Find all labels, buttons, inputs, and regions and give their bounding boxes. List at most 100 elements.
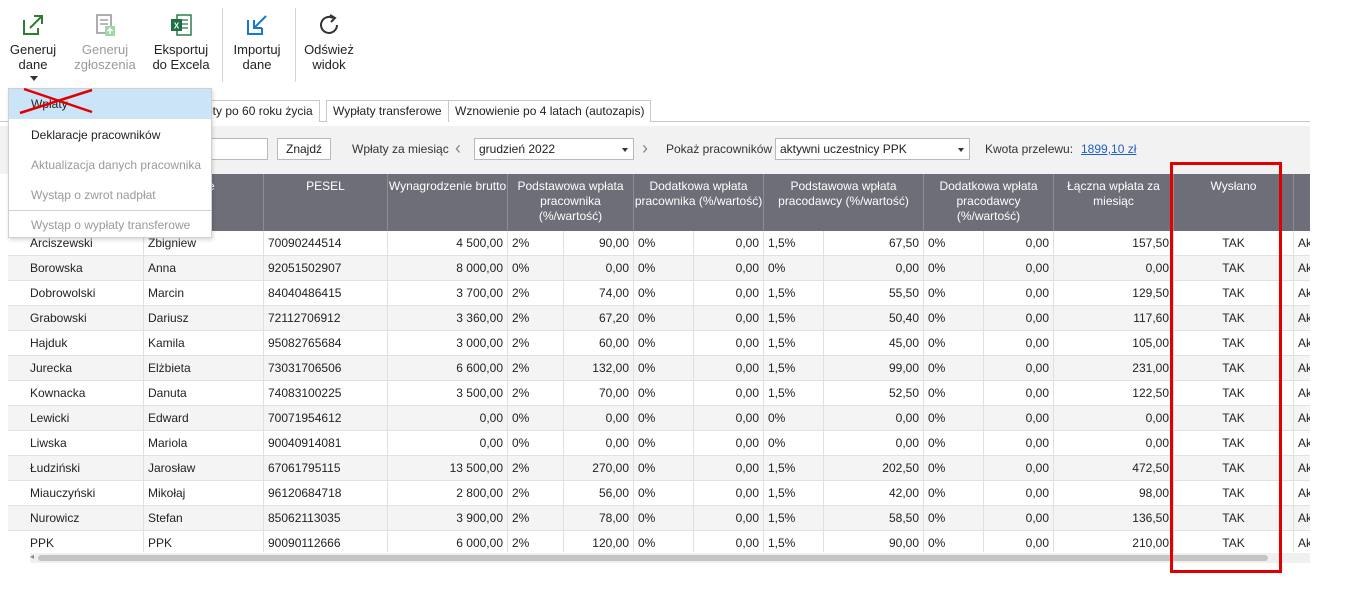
- cell-name: PPK: [144, 531, 264, 552]
- cell-dpd-val: 0,00: [984, 231, 1054, 256]
- cell-pesel: 67061795115: [264, 456, 388, 481]
- generate-data-button[interactable]: Generuj dane: [6, 12, 60, 72]
- cell-dp-pct: 0%: [634, 281, 694, 306]
- cell-pp-val: 78,00: [564, 506, 634, 531]
- chevron-down-icon[interactable]: [30, 76, 38, 81]
- table-row[interactable]: Arciszewski Zbigniew 70090244514 4 500,00 2%…: [8, 231, 1310, 256]
- cell-pesel: 92051502907: [264, 256, 388, 281]
- cell-dpd-pct: 0%: [924, 231, 984, 256]
- header-extra[interactable]: [1294, 174, 1310, 231]
- table-row[interactable]: Jurecka Elżbieta 73031706506 6 600,00 2% 132,…: [8, 356, 1310, 381]
- cell-dpd-pct: 0%: [924, 431, 984, 456]
- employees-select[interactable]: aktywni uczestnicy PPK: [775, 138, 970, 160]
- cell-pp-val: 0,00: [564, 406, 634, 431]
- cell-dpd-pct: 0%: [924, 481, 984, 506]
- cell-surname: Łudziński: [8, 456, 144, 481]
- menu-item-aktualizacja[interactable]: Aktualizacja danych pracownika: [9, 150, 211, 180]
- cell-brutto: 6 000,00: [388, 531, 508, 552]
- cell-dp-pct: 0%: [634, 356, 694, 381]
- header-monthly-total[interactable]: Łączna wpłata za miesiąc: [1054, 174, 1174, 231]
- filter-bar: Znajdź Wpłaty za miesiąc ‹ grudzień 2022…: [0, 126, 1310, 174]
- export-excel-button[interactable]: X Eksportuj do Excela: [148, 12, 214, 72]
- menu-item-wyplaty-transferowe[interactable]: Wystąp o wypłaty transferowe: [9, 210, 211, 240]
- cell-ppd-val: 0,00: [824, 406, 924, 431]
- cell-pesel: 85062113035: [264, 506, 388, 531]
- tab-zwroty-60[interactable]: roty po 60 roku życia: [196, 100, 320, 122]
- transfer-amount-link[interactable]: 1899,10 zł: [1081, 142, 1137, 156]
- header-pesel[interactable]: PESEL: [264, 174, 388, 231]
- cell-ppd-pct: 1,5%: [764, 281, 824, 306]
- menu-item-label: Wystąp o wypłaty transferowe: [31, 218, 191, 232]
- header-sent[interactable]: Wysłano: [1174, 174, 1294, 231]
- cell-pp-pct: 2%: [508, 381, 564, 406]
- cell-pp-val: 120,00: [564, 531, 634, 552]
- generate-data-label-2: dane: [18, 57, 48, 72]
- cell-brutto: 6 600,00: [388, 356, 508, 381]
- header-employee-basic[interactable]: Podstawowa wpłata pracownika (%/wartość): [508, 174, 634, 231]
- header-gross-salary[interactable]: Wynagrodzenie brutto: [388, 174, 508, 231]
- cell-dpd-val: 0,00: [984, 456, 1054, 481]
- cell-ppd-pct: 1,5%: [764, 306, 824, 331]
- table-row[interactable]: Borowska Anna 92051502907 8 000,00 0% 0,00 0% 0…: [8, 256, 1310, 281]
- table-row[interactable]: Grabowski Dariusz 72112706912 3 360,00 2% 67,…: [8, 306, 1310, 331]
- menu-separator: [9, 210, 211, 211]
- cell-sent: TAK: [1174, 381, 1294, 406]
- cell-pesel: 95082765684: [264, 331, 388, 356]
- import-data-label-1: Importuj: [233, 42, 281, 57]
- month-select[interactable]: grudzień 2022: [474, 138, 634, 160]
- search-button[interactable]: Znajdź: [277, 138, 331, 160]
- table-row[interactable]: Dobrowolski Marcin 84040486415 3 700,00 2% 74…: [8, 281, 1310, 306]
- month-label: Wpłaty za miesiąc: [352, 142, 449, 156]
- import-data-button[interactable]: Importuj dane: [228, 12, 286, 72]
- cell-pesel: 90090112666: [264, 531, 388, 552]
- cell-total: 98,00: [1054, 481, 1174, 506]
- cell-ppd-pct: 1,5%: [764, 506, 824, 531]
- table-row[interactable]: PPK PPK 90090112666 6 000,00 2% 120,00 0% 0,00 1…: [8, 531, 1310, 552]
- menu-item-deklaracje[interactable]: Deklaracje pracowników: [9, 120, 211, 150]
- cell-dpd-pct: 0%: [924, 506, 984, 531]
- refresh-view-button[interactable]: Odśwież widok: [300, 12, 358, 72]
- table-row[interactable]: Liwska Mariola 90040914081 0,00 0% 0,00 0% 0,00…: [8, 431, 1310, 456]
- table-row[interactable]: Nurowicz Stefan 85062113035 3 900,00 2% 78,00…: [8, 506, 1310, 531]
- cell-dpd-val: 0,00: [984, 356, 1054, 381]
- cell-surname: Borowska: [8, 256, 144, 281]
- cell-pesel: 73031706506: [264, 356, 388, 381]
- cell-sent: TAK: [1174, 456, 1294, 481]
- cell-pp-pct: 0%: [508, 256, 564, 281]
- excel-icon: X: [171, 14, 192, 36]
- horizontal-scrollbar[interactable]: ◂: [30, 552, 1310, 563]
- table-row[interactable]: Miauczyński Mikołaj 96120684718 2 800,00 2% 5…: [8, 481, 1310, 506]
- cell-surname: Kownacka: [8, 381, 144, 406]
- cell-dp-val: 0,00: [694, 531, 764, 552]
- table-row[interactable]: Łudziński Jarosław 67061795115 13 500,00 2% 2…: [8, 456, 1310, 481]
- table-row[interactable]: Kownacka Danuta 74083100225 3 500,00 2% 70,00…: [8, 381, 1310, 406]
- cell-dpd-val: 0,00: [984, 256, 1054, 281]
- cell-ppd-val: 0,00: [824, 256, 924, 281]
- header-employer-basic[interactable]: Podstawowa wpłata pracodawcy (%/wartość): [764, 174, 924, 231]
- table-row[interactable]: Hajduk Kamila 95082765684 3 000,00 2% 60,00 0%…: [8, 331, 1310, 356]
- cell-ppd-pct: 1,5%: [764, 381, 824, 406]
- generate-applications-label-2: zgłoszenia: [74, 57, 136, 72]
- table-row[interactable]: Lewicki Edward 70071954612 0,00 0% 0,00 0% 0,00…: [8, 406, 1310, 431]
- refresh-view-label-1: Odśwież: [304, 42, 354, 57]
- cell-brutto: 3 900,00: [388, 506, 508, 531]
- cell-ppd-pct: 0%: [764, 256, 824, 281]
- cell-pesel: 96120684718: [264, 481, 388, 506]
- chevron-left-icon[interactable]: ‹: [455, 138, 461, 158]
- chevron-right-icon[interactable]: ›: [642, 138, 648, 158]
- cell-total: 0,00: [1054, 256, 1174, 281]
- tab-wznowienie[interactable]: Wznowienie po 4 latach (autozapis): [448, 100, 652, 122]
- menu-item-zwrot-nadplat[interactable]: Wystąp o zwrot nadpłat: [9, 180, 211, 210]
- generate-applications-button[interactable]: Generuj zgłoszenia: [70, 12, 140, 72]
- tab-wyplaty-transferowe[interactable]: Wypłaty transferowe: [326, 100, 449, 122]
- scroll-left-icon[interactable]: ◂: [30, 552, 35, 561]
- cell-dp-pct: 0%: [634, 256, 694, 281]
- cell-dp-pct: 0%: [634, 481, 694, 506]
- header-employee-additional[interactable]: Dodatkowa wpłata pracownika (%/wartość): [634, 174, 764, 231]
- tab-label: Wznowienie po 4 latach (autozapis): [455, 104, 645, 118]
- header-employer-additional[interactable]: Dodatkowa wpłata pracodawcy (%/wartość): [924, 174, 1054, 231]
- cell-ppd-val: 45,00: [824, 331, 924, 356]
- scrollbar-thumb[interactable]: [38, 555, 1268, 561]
- cell-dpd-val: 0,00: [984, 381, 1054, 406]
